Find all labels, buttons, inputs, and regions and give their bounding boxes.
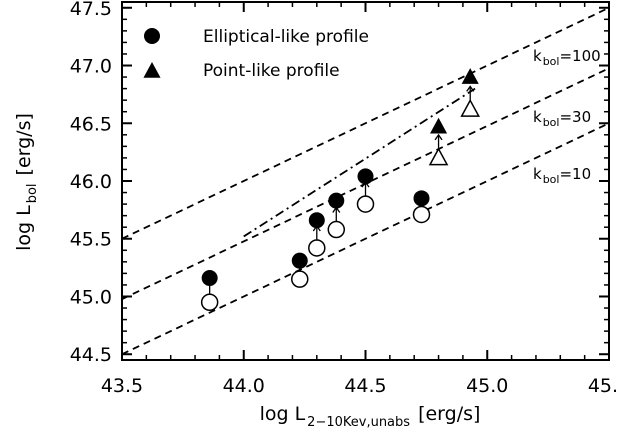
kbol-label: kbol=10 bbox=[533, 165, 591, 186]
kbol-k: k bbox=[533, 165, 542, 183]
legend-label: Point-like profile bbox=[203, 61, 340, 81]
x-tick-label: 45.0 bbox=[466, 375, 508, 397]
legend-triangle-marker bbox=[143, 62, 161, 78]
y-tick-label: 45.5 bbox=[70, 229, 112, 251]
x-axis-title-sub: 2−10Kev,unabs bbox=[307, 415, 410, 430]
y-tick-label: 45.0 bbox=[70, 286, 112, 308]
elliptical-marker bbox=[308, 212, 325, 229]
kbol-value: =10 bbox=[559, 165, 591, 183]
lower-limit-arrow-head bbox=[466, 85, 475, 92]
elliptical-marker bbox=[328, 192, 345, 209]
x-tick-label: 43.5 bbox=[101, 375, 143, 397]
point-like-lower-limit-marker bbox=[460, 98, 481, 117]
data-markers bbox=[200, 68, 481, 312]
lower-limit-arrow-head bbox=[312, 224, 321, 232]
y-axis-title-sub: bol bbox=[25, 183, 40, 203]
kbol-value: =30 bbox=[559, 108, 591, 126]
legend-label: Elliptical-like profile bbox=[203, 27, 369, 47]
kbol-label: kbol=30 bbox=[533, 108, 591, 129]
lower-limit-arrow-head bbox=[361, 180, 370, 188]
lower-limit-arrow-head bbox=[434, 133, 443, 141]
lower-limit-arrow-head bbox=[417, 191, 426, 198]
kbol-sub: bol bbox=[543, 116, 560, 129]
axis-ticks: 43.5 44.0 44.5 45.0 45.5 44.5 45.0 45.5 46.0 46.5… bbox=[70, 0, 618, 397]
elliptical-lower-limit-marker bbox=[327, 220, 346, 239]
x-axis-title: log L 2−10Kev,unabs [erg/s] bbox=[260, 403, 481, 430]
elliptical-marker bbox=[201, 270, 218, 287]
x-tick-label: 44.5 bbox=[344, 375, 386, 397]
point-like-marker bbox=[430, 117, 448, 134]
y-tick-label: 47.0 bbox=[70, 56, 112, 78]
x-axis-title-unit: [erg/s] bbox=[418, 403, 480, 425]
kbol-k: k bbox=[533, 47, 542, 65]
legend: Elliptical-like profile Point-like profil… bbox=[143, 27, 369, 81]
elliptical-lower-limit-marker bbox=[291, 270, 309, 288]
y-tick-label: 46.0 bbox=[70, 171, 112, 193]
lower-limit-arrow-head bbox=[295, 256, 304, 263]
y-tick-label: 47.5 bbox=[70, 0, 112, 20]
lower-limit-arrow-head bbox=[332, 206, 341, 213]
y-tick-label: 46.5 bbox=[70, 113, 112, 135]
point-like-marker bbox=[461, 68, 479, 84]
reference-line bbox=[122, 122, 609, 356]
y-axis-title-unit: [erg/s] bbox=[13, 113, 35, 175]
elliptical-lower-limit-marker bbox=[308, 239, 326, 257]
y-axis-title-main: log L bbox=[13, 205, 35, 251]
y-tick-label: 44.5 bbox=[70, 344, 112, 366]
kbol-label: kbol=100 bbox=[533, 47, 601, 68]
elliptical-marker bbox=[357, 168, 374, 185]
fit-line-group bbox=[243, 87, 476, 238]
kbol-value: =100 bbox=[559, 47, 600, 65]
point-like-lower-limit-marker bbox=[428, 147, 449, 166]
elliptical-lower-limit-marker bbox=[412, 205, 431, 224]
kbol-k: k bbox=[533, 108, 542, 126]
elliptical-lower-limit-marker bbox=[356, 195, 375, 213]
lower-limit-arrow-head bbox=[205, 279, 214, 286]
reference-line bbox=[122, 6, 609, 240]
legend-circle-marker bbox=[144, 28, 160, 44]
elliptical-lower-limit-marker bbox=[200, 293, 219, 312]
fit-line bbox=[243, 87, 476, 238]
x-tick-label: 44.0 bbox=[223, 375, 265, 397]
kbol-sub: bol bbox=[543, 173, 560, 186]
kbol-sub: bol bbox=[543, 55, 560, 68]
y-axis-title: log L bol [erg/s] bbox=[13, 113, 40, 251]
x-axis-title-main: log L bbox=[260, 403, 306, 425]
x-tick-label: 45.5 bbox=[588, 375, 618, 397]
